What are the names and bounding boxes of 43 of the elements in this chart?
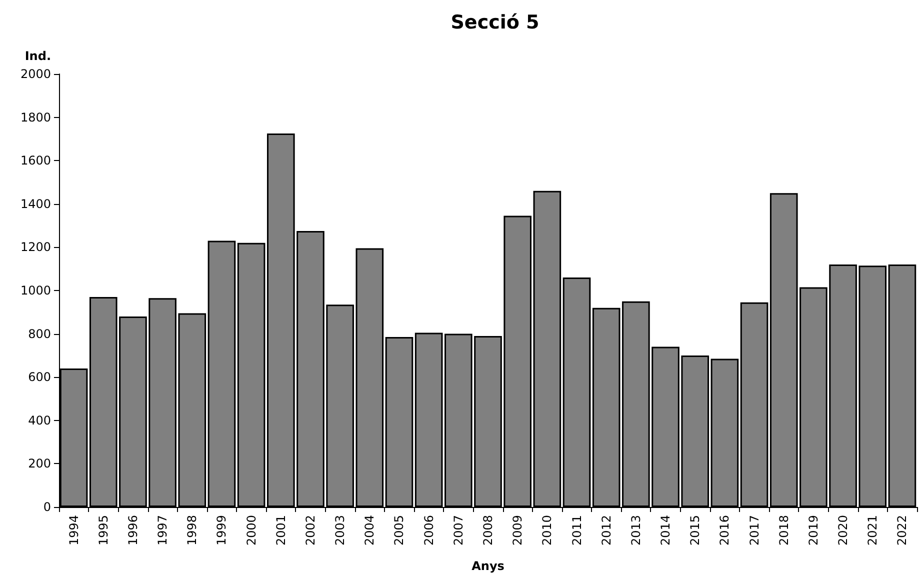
x-tick-label: 2004 <box>362 515 377 546</box>
x-tick-label: 1995 <box>96 515 110 546</box>
y-tick-label: 2000 <box>20 67 51 81</box>
y-tick-label: 1200 <box>20 240 51 254</box>
x-tick-label: 2002 <box>303 515 318 546</box>
y-tick-label: 1400 <box>20 196 51 211</box>
y-tick-label: 0 <box>43 500 51 514</box>
y-axis-title: Ind. <box>24 49 51 63</box>
y-tick-label: 1000 <box>20 284 51 298</box>
y-tick-label: 800 <box>28 326 51 341</box>
x-tick-label: 2017 <box>747 515 762 546</box>
x-tick-label: 2020 <box>836 515 850 546</box>
x-tick-label: 1996 <box>126 515 140 546</box>
x-tick-label: 2010 <box>540 515 554 546</box>
y-tick-label: 200 <box>28 456 51 471</box>
x-tick-label: 2008 <box>481 515 495 546</box>
y-tick-label: 1800 <box>20 110 51 124</box>
x-tick-label: 2009 <box>510 515 525 546</box>
x-tick-label: 2015 <box>688 515 702 546</box>
chart-title: Secció 5 <box>450 12 540 34</box>
x-tick-label: 2016 <box>718 515 732 546</box>
x-tick-label: 2007 <box>451 515 466 546</box>
x-tick-label: 2013 <box>628 515 643 546</box>
x-axis-title: Anys <box>472 559 504 573</box>
x-tick-label: 1994 <box>66 515 81 546</box>
y-tick-label: 400 <box>28 413 51 428</box>
x-tick-label: 2019 <box>806 515 820 546</box>
x-tick-label: 2005 <box>392 515 406 546</box>
x-tick-label: 1997 <box>156 515 170 546</box>
y-tick-label: 1600 <box>20 154 51 168</box>
x-tick-label: 2006 <box>422 515 436 546</box>
y-tick-label: 600 <box>28 370 51 384</box>
x-tick-label: 2021 <box>866 515 880 546</box>
x-tick-label: 2001 <box>274 515 288 546</box>
x-tick-label: 1999 <box>214 515 229 546</box>
x-tick-label: 2012 <box>599 515 614 546</box>
x-tick-label: 2003 <box>333 515 348 546</box>
x-tick-label: 2014 <box>658 515 673 546</box>
x-tick-label: 1998 <box>185 515 200 546</box>
x-tick-label: 2011 <box>570 515 584 546</box>
x-tick-label: 2018 <box>776 515 791 546</box>
x-tick-label: 2000 <box>244 515 258 546</box>
x-tick-label: 2022 <box>895 515 910 546</box>
